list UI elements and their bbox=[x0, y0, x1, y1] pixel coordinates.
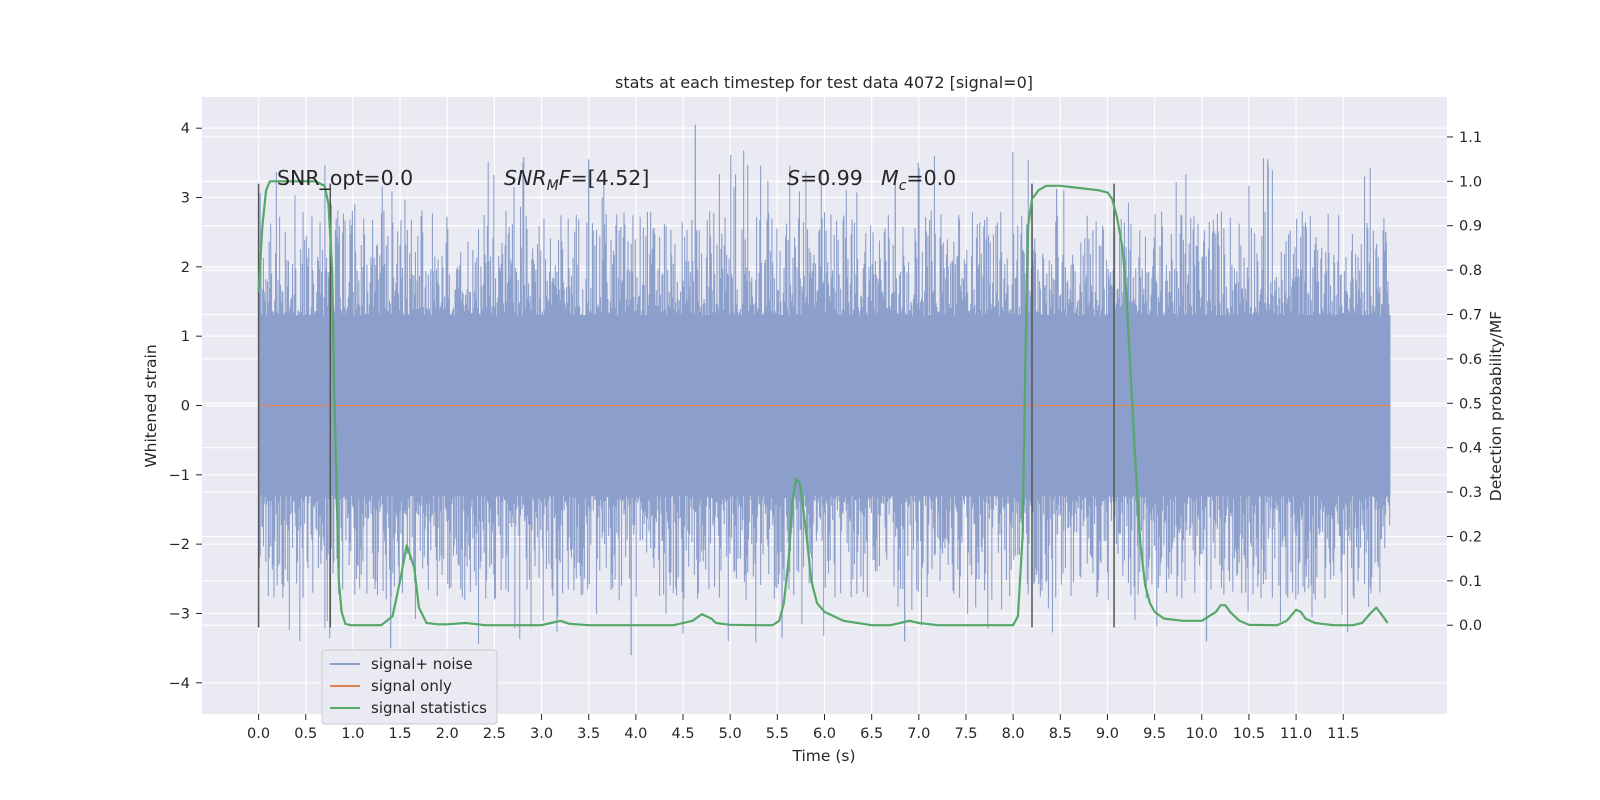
x-tick-label: 5.5 bbox=[766, 726, 789, 742]
y2-tick-label: 0.1 bbox=[1459, 574, 1482, 590]
x-tick-label: 2.0 bbox=[436, 726, 459, 742]
x-tick-label: 10.5 bbox=[1233, 726, 1265, 742]
x-tick-label: 4.5 bbox=[671, 726, 694, 742]
snr-mf-value: [4.52] bbox=[588, 166, 650, 190]
x-tick-label: 11.5 bbox=[1327, 726, 1359, 742]
x-tick-label: 9.5 bbox=[1143, 726, 1166, 742]
y2-tick-label: 0.7 bbox=[1459, 308, 1482, 324]
y2-tick-label: 0.3 bbox=[1459, 485, 1482, 501]
x-axis-ticks: 0.0 0.5 1.0 1.5 2.0 2.5 3.0 3.5 4.0 4.5 5.0 5.5 6.0 6… bbox=[247, 714, 1359, 742]
s-annotation: S=0.99 bbox=[787, 166, 863, 190]
y-tick-label: 1 bbox=[181, 329, 190, 345]
legend-box bbox=[321, 649, 498, 725]
x-tick-label: 6.5 bbox=[860, 726, 883, 742]
signal-statistics-series bbox=[257, 180, 1389, 627]
y-tick-label: −1 bbox=[169, 468, 190, 484]
x-tick-label: 6.0 bbox=[813, 726, 836, 742]
y-axis-label: Whitened strain bbox=[142, 344, 160, 467]
chart-title: stats at each timestep for test data 407… bbox=[615, 73, 1033, 92]
y2-tick-label: 1.1 bbox=[1459, 130, 1482, 146]
y2-tick-label: 1.0 bbox=[1459, 174, 1482, 190]
x-tick-label: 4.0 bbox=[624, 726, 647, 742]
x-tick-label: 1.5 bbox=[389, 726, 412, 742]
snr-opt-annotation: SNR_opt=0.0 bbox=[277, 166, 413, 191]
x-tick-label: 11.0 bbox=[1280, 726, 1312, 742]
y2-tick-label: 0.9 bbox=[1459, 219, 1482, 235]
x-axis-label: Time (s) bbox=[791, 747, 855, 765]
x-tick-label: 0.0 bbox=[247, 726, 270, 742]
x-tick-label: 0.5 bbox=[294, 726, 317, 742]
legend-noise-label: signal+ noise bbox=[371, 655, 473, 673]
legend-stats-label: signal statistics bbox=[371, 699, 487, 717]
y-tick-label: −3 bbox=[169, 606, 190, 622]
legend: signal+ noise signal only signal statist… bbox=[321, 649, 498, 725]
x-tick-label: 8.5 bbox=[1049, 726, 1072, 742]
mc-annotation: Mc=0.0 bbox=[881, 166, 956, 194]
y2-tick-label: 0.4 bbox=[1459, 441, 1482, 457]
y-tick-label: 2 bbox=[181, 260, 190, 276]
y-tick-label: −4 bbox=[169, 676, 190, 692]
y2-tick-label: 0.8 bbox=[1459, 263, 1482, 279]
y-tick-label: 3 bbox=[181, 191, 190, 207]
y2-axis-label: Detection probability/MF bbox=[1487, 311, 1505, 502]
x-tick-label: 7.0 bbox=[907, 726, 930, 742]
y-tick-label: −2 bbox=[169, 537, 190, 553]
s-value: =0.99 bbox=[800, 166, 863, 190]
x-tick-label: 3.0 bbox=[530, 726, 553, 742]
x-tick-label: 2.5 bbox=[483, 726, 506, 742]
y-tick-label: 4 bbox=[181, 121, 190, 137]
y2-tick-label: 0.5 bbox=[1459, 396, 1482, 412]
y-tick-label: 0 bbox=[181, 399, 190, 415]
y2-axis-ticks: 1.1 1.0 0.9 0.8 0.7 0.6 0.5 0.4 0.3 0.2 0.1 0.0 bbox=[1447, 130, 1482, 634]
y-axis-ticks: 4 3 2 1 0 −1 −2 −3 −4 bbox=[169, 121, 202, 692]
x-tick-label: 8.0 bbox=[1002, 726, 1025, 742]
y2-tick-label: 0.0 bbox=[1459, 618, 1482, 634]
x-tick-label: 5.0 bbox=[719, 726, 742, 742]
y2-tick-label: 0.2 bbox=[1459, 529, 1482, 545]
mc-value: =0.0 bbox=[906, 166, 956, 190]
x-tick-label: 1.0 bbox=[341, 726, 364, 742]
x-tick-label: 7.5 bbox=[954, 726, 977, 742]
snr-mf-annotation: SNRMF=[4.52] bbox=[504, 166, 649, 194]
x-tick-label: 9.0 bbox=[1096, 726, 1119, 742]
x-tick-label: 10.0 bbox=[1186, 726, 1218, 742]
vertical-markers bbox=[257, 183, 1115, 628]
legend-signal-label: signal only bbox=[371, 677, 452, 695]
x-tick-label: 3.5 bbox=[577, 726, 600, 742]
y2-tick-label: 0.6 bbox=[1459, 352, 1482, 368]
